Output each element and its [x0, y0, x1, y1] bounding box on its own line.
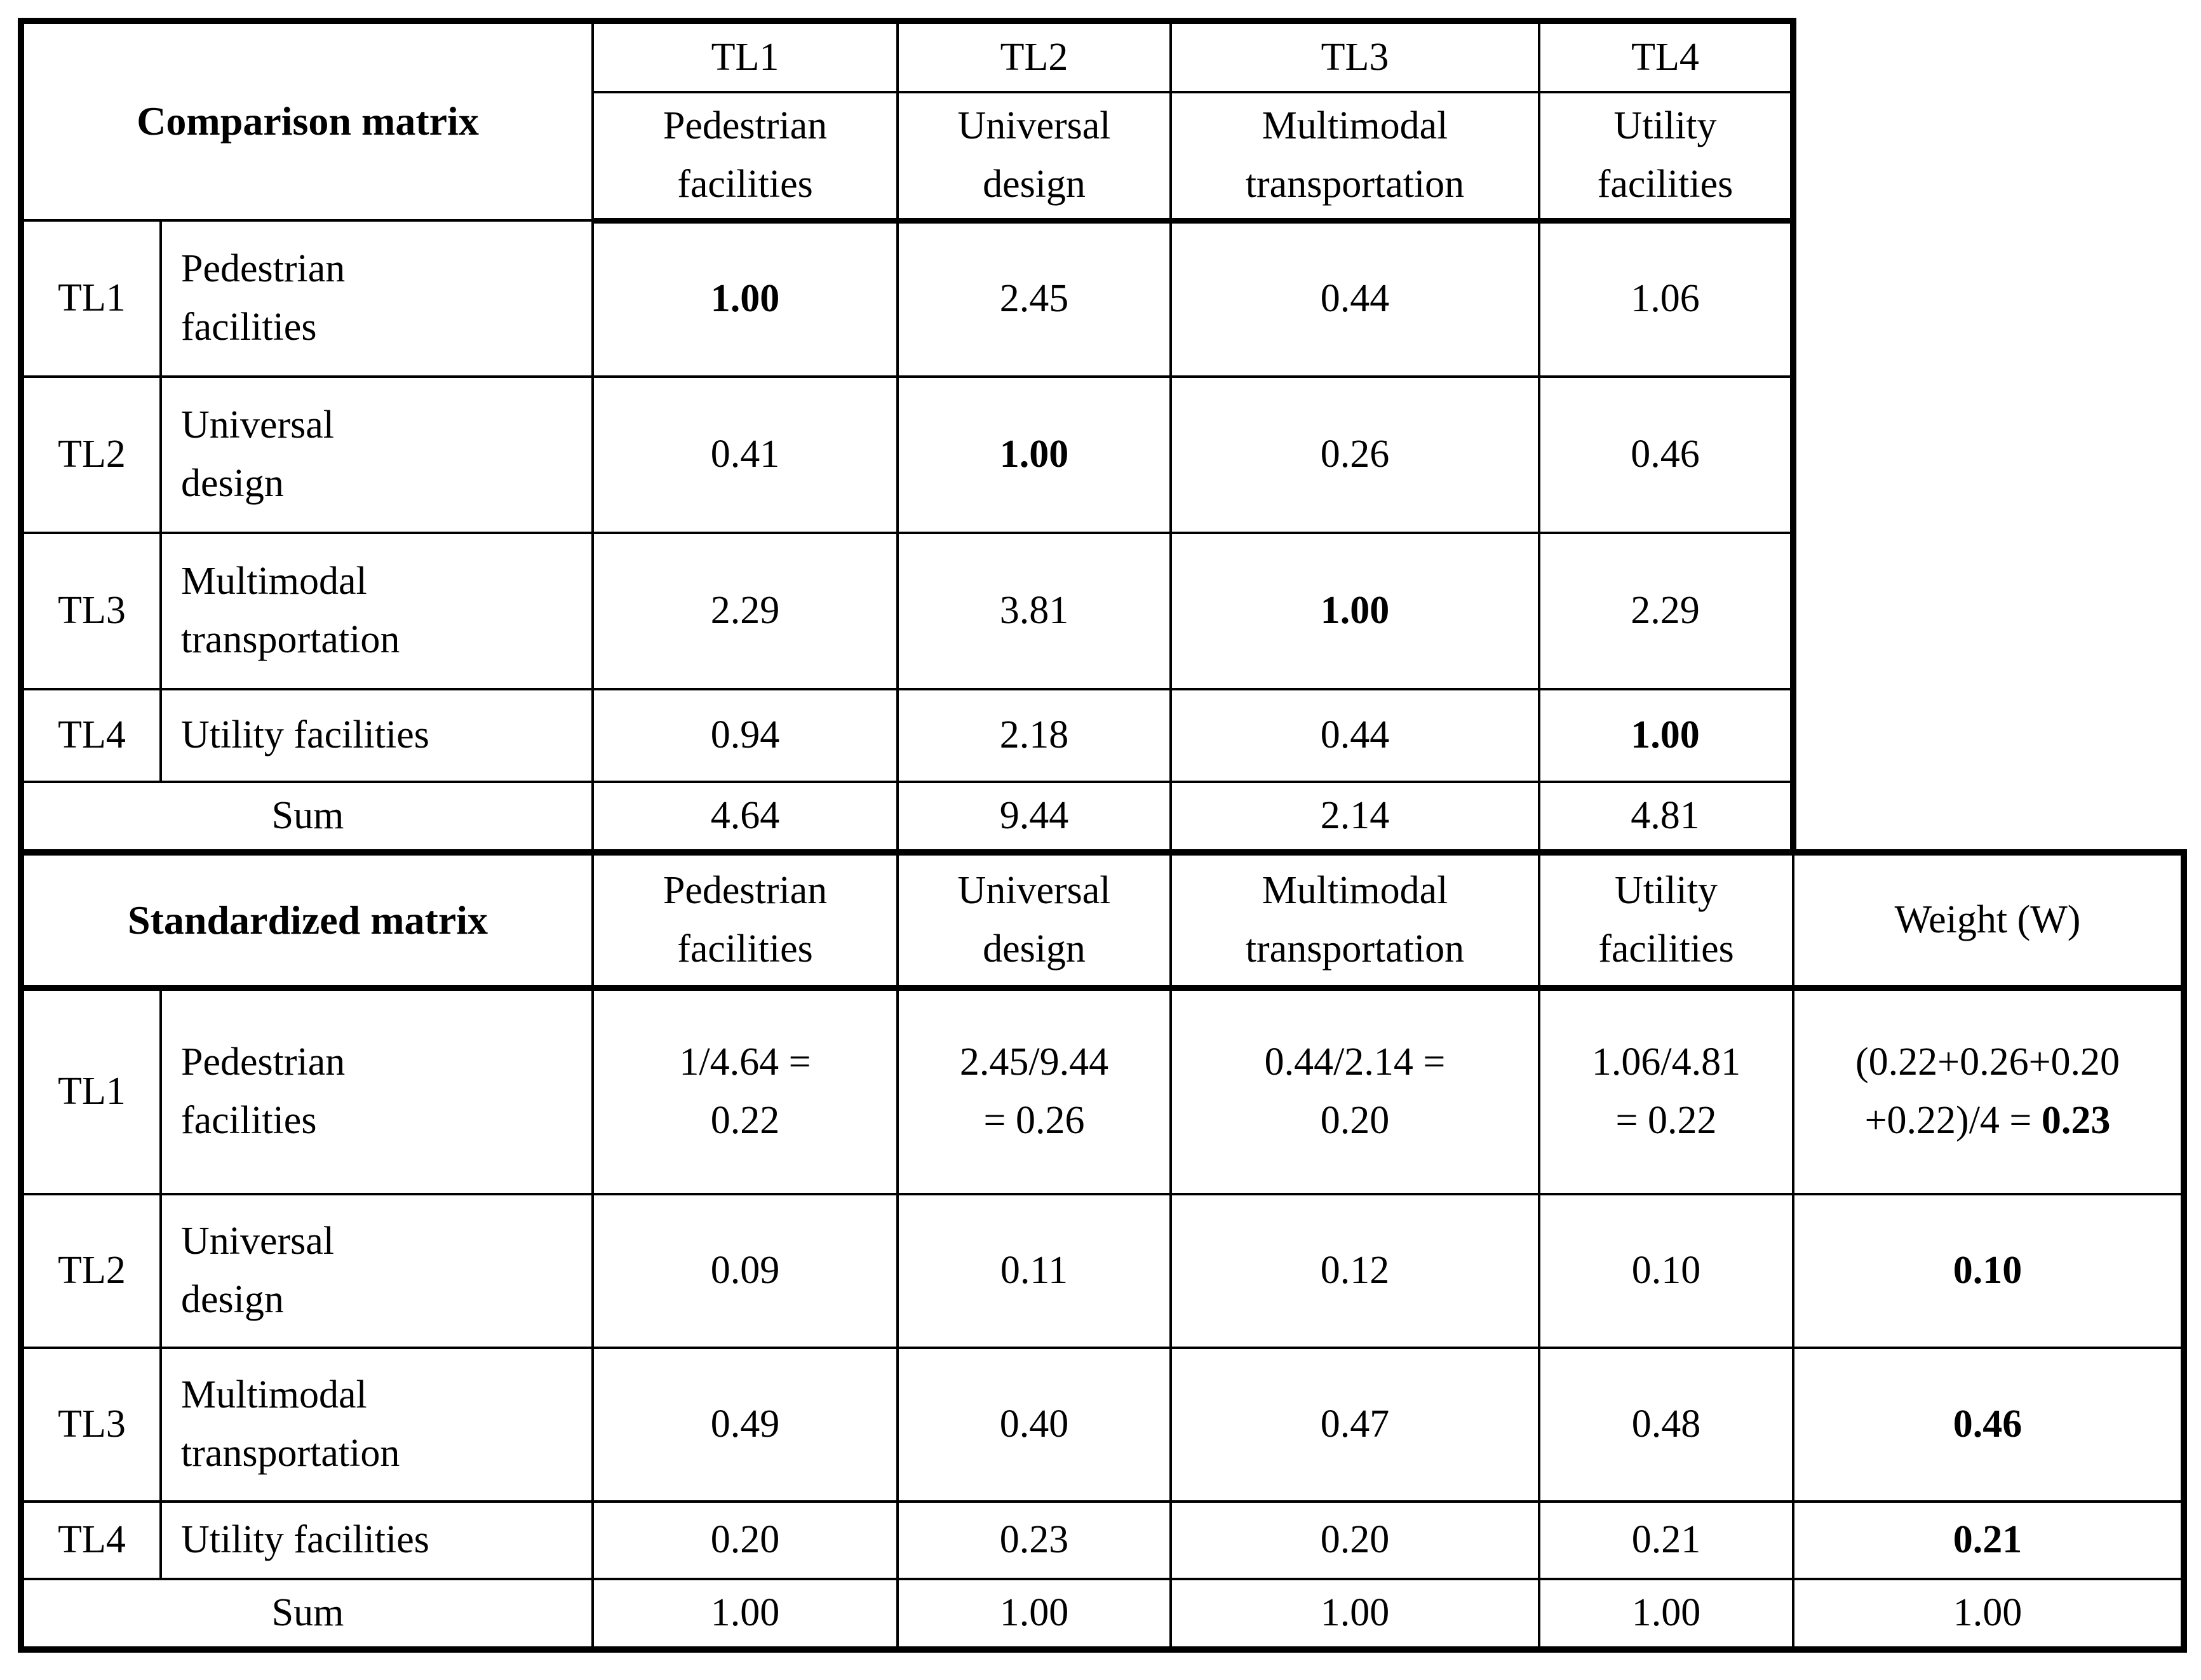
sm-value-tl2-tl1: 0.09 [591, 1192, 899, 1349]
sm-value-tl1-tl2: 2.45/9.44 = 0.26 [896, 986, 1172, 1195]
cm-sum-tl2: 9.44 [896, 781, 1172, 854]
cm-row-code-tl2: TL2 [20, 375, 162, 534]
cm-row-name-tl2: Universal design [159, 375, 594, 534]
sm-row-code-tl2: TL2 [20, 1192, 162, 1349]
cm-value-tl2-tl3: 0.26 [1169, 375, 1540, 534]
cm-row-tl2: TL2 Universal design 0.41 1.00 0.26 0.46 [20, 375, 1794, 534]
sm-sum-tl1: 1.00 [591, 1577, 899, 1651]
cm-sum-label: Sum [20, 781, 594, 854]
cm-value-tl2-tl2: 1.00 [896, 375, 1172, 534]
sm-value-tl4-tl2: 0.23 [896, 1500, 1172, 1580]
sm-col-name-utility-facilities: Utility facilities [1538, 850, 1794, 991]
sm-sum-row: Sum 1.00 1.00 1.00 1.00 1.00 [20, 1577, 2185, 1651]
cm-value-tl4-tl3: 0.44 [1169, 688, 1540, 783]
cm-row-name-tl4: Utility facilities [159, 688, 594, 783]
sm-row-tl4: TL4 Utility facilities 0.20 0.23 0.20 0.… [20, 1500, 2185, 1580]
sm-value-tl1-tl3: 0.44/2.14 = 0.20 [1169, 986, 1540, 1195]
cm-sum-tl1: 4.64 [591, 781, 899, 854]
sm-value-tl1-tl4: 1.06/4.81 = 0.22 [1538, 986, 1794, 1195]
cm-col-name-utility-facilities: Utility facilities [1538, 91, 1794, 224]
cm-row-tl4: TL4 Utility facilities 0.94 2.18 0.44 1.… [20, 688, 1794, 783]
sm-value-tl3-tl4: 0.48 [1538, 1346, 1794, 1503]
sm-header-row: Standardized matrix Pedestrian facilitie… [20, 850, 2185, 991]
sm-sum-tl3: 1.00 [1169, 1577, 1540, 1651]
cm-row-code-tl1: TL1 [20, 219, 162, 378]
cm-col-code-tl1: TL1 [591, 20, 899, 93]
cm-value-tl4-tl4: 1.00 [1538, 688, 1794, 783]
cm-header-names-row: Pedestrian facilities Universal design M… [21, 91, 1794, 224]
cm-header-codes-row: Comparison matrix TL1 TL2 TL3 TL4 [20, 20, 1794, 222]
cm-value-tl3-tl2: 3.81 [896, 532, 1172, 690]
sm-value-tl3-tl2: 0.40 [896, 1346, 1172, 1503]
cm-value-tl2-tl4: 0.46 [1538, 375, 1794, 534]
sm-row-tl1: TL1 Pedestrian facilities 1/4.64 = 0.22 … [20, 986, 2185, 1195]
cm-col-name-pedestrian-facilities: Pedestrian facilities [591, 91, 899, 224]
sm-row-tl2: TL2 Universal design 0.09 0.11 0.12 0.10… [20, 1192, 2185, 1349]
cm-title: Comparison matrix [20, 20, 594, 222]
cm-col-name-universal-design: Universal design [896, 91, 1172, 224]
sm-sum-label: Sum [20, 1577, 594, 1651]
cm-sum-tl3: 2.14 [1169, 781, 1540, 854]
cm-value-tl4-tl1: 0.94 [591, 688, 899, 783]
sm-value-tl3-tl1: 0.49 [591, 1346, 899, 1503]
sm-sum-tl4: 1.00 [1538, 1577, 1794, 1651]
sm-row-tl3: TL3 Multimodal transportation 0.49 0.40 … [20, 1346, 2185, 1503]
cm-value-tl2-tl1: 0.41 [591, 375, 899, 534]
sm-row-code-tl3: TL3 [20, 1346, 162, 1503]
cm-value-tl3-tl3: 1.00 [1169, 532, 1540, 690]
sm-col-name-multimodal-transportation: Multimodal transportation [1169, 850, 1540, 991]
sm-row-name-tl4: Utility facilities [159, 1500, 594, 1580]
sm-title: Standardized matrix [20, 850, 594, 991]
sm-col-weight-header: Weight (W) [1792, 850, 2185, 991]
cm-value-tl1-tl4: 1.06 [1538, 219, 1794, 378]
cm-col-code-tl3: TL3 [1169, 20, 1540, 93]
sm-col-name-pedestrian-facilities: Pedestrian facilities [591, 850, 899, 991]
sm-value-tl4-tl4: 0.21 [1538, 1500, 1794, 1580]
sm-value-tl2-tl4: 0.10 [1538, 1192, 1794, 1349]
sm-weight-tl3: 0.46 [1792, 1346, 2185, 1503]
cm-sum-row: Sum 4.64 9.44 2.14 4.81 [20, 781, 1794, 854]
sm-row-name-tl3: Multimodal transportation [159, 1346, 594, 1503]
cm-sum-tl4: 4.81 [1538, 781, 1794, 854]
sm-col-name-universal-design: Universal design [896, 850, 1172, 991]
sm-sum-tl2: 1.00 [896, 1577, 1172, 1651]
sm-row-code-tl1: TL1 [20, 986, 162, 1195]
sm-weight-tl1-formula: (0.22+0.26+0.20 +0.22)/4 = [1855, 1040, 2120, 1142]
cm-row-name-tl3: Multimodal transportation [159, 532, 594, 690]
cm-row-tl1: TL1 Pedestrian facilities 1.00 2.45 0.44… [20, 219, 1794, 378]
sm-value-tl1-tl1: 1/4.64 = 0.22 [591, 986, 899, 1195]
sm-weight-tl1-value: 0.23 [2041, 1099, 2111, 1142]
sm-weight-tl4: 0.21 [1792, 1500, 2185, 1580]
standardized-matrix-table: Standardized matrix Pedestrian facilitie… [18, 849, 2187, 1653]
sm-row-name-tl1: Pedestrian facilities [159, 986, 594, 1195]
sm-row-name-tl2: Universal design [159, 1192, 594, 1349]
sm-value-tl4-tl3: 0.20 [1169, 1500, 1540, 1580]
comparison-matrix-table: Comparison matrix TL1 TL2 TL3 TL4 Pedest… [18, 18, 1796, 856]
cm-col-code-tl4: TL4 [1538, 20, 1794, 93]
sm-sum-weight: 1.00 [1792, 1577, 2185, 1651]
sm-value-tl4-tl1: 0.20 [591, 1500, 899, 1580]
cm-value-tl3-tl1: 2.29 [591, 532, 899, 690]
sm-value-tl2-tl3: 0.12 [1169, 1192, 1540, 1349]
sm-value-tl2-tl2: 0.11 [896, 1192, 1172, 1349]
cm-value-tl1-tl2: 2.45 [896, 219, 1172, 378]
cm-row-code-tl3: TL3 [20, 532, 162, 690]
cm-col-code-tl2: TL2 [896, 20, 1172, 93]
sm-row-code-tl4: TL4 [20, 1500, 162, 1580]
sm-weight-tl1: (0.22+0.26+0.20 +0.22)/4 = 0.23 [1792, 986, 2185, 1195]
tables-wrapper: Comparison matrix TL1 TL2 TL3 TL4 Pedest… [18, 18, 2187, 1653]
cm-col-name-multimodal-transportation: Multimodal transportation [1169, 91, 1540, 224]
cm-value-tl3-tl4: 2.29 [1538, 532, 1794, 690]
cm-row-code-tl4: TL4 [20, 688, 162, 783]
sm-value-tl3-tl3: 0.47 [1169, 1346, 1540, 1503]
cm-value-tl1-tl3: 0.44 [1169, 219, 1540, 378]
sm-weight-tl2: 0.10 [1792, 1192, 2185, 1349]
cm-row-name-tl1: Pedestrian facilities [159, 219, 594, 378]
cm-row-tl3: TL3 Multimodal transportation 2.29 3.81 … [20, 532, 1794, 690]
cm-value-tl4-tl2: 2.18 [896, 688, 1172, 783]
cm-value-tl1-tl1: 1.00 [591, 219, 899, 378]
